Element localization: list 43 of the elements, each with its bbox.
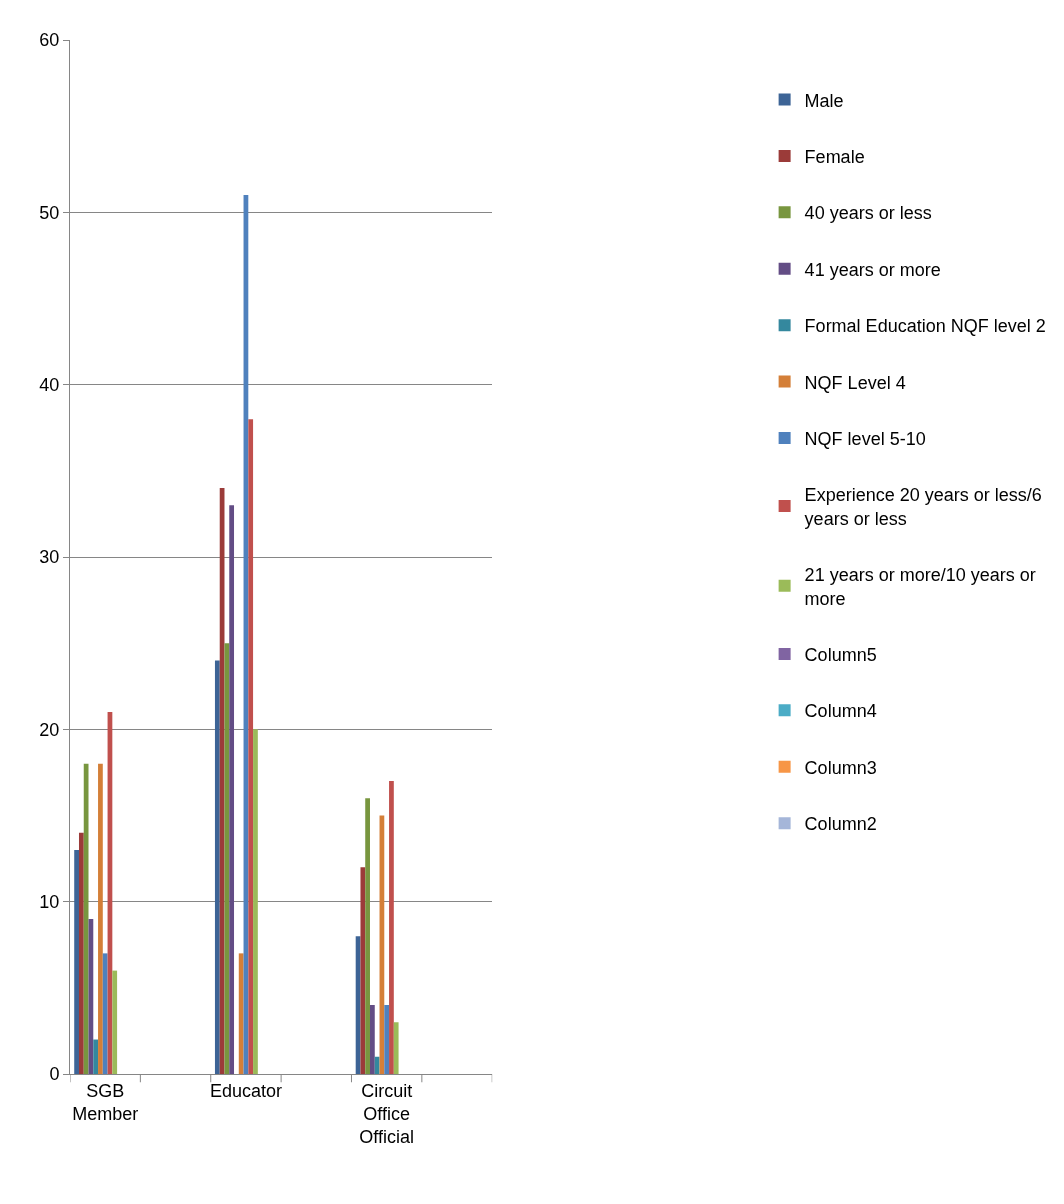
bar	[248, 419, 254, 1074]
legend-label: Male	[804, 90, 844, 111]
x-tick-label: Educator	[209, 1080, 282, 1101]
y-tick-label: 30	[39, 547, 60, 568]
bar	[93, 1039, 99, 1074]
legend-label: NQF level 5-10	[804, 428, 926, 449]
bar	[102, 953, 108, 1074]
legend-label: Female	[804, 146, 865, 167]
bar	[384, 1005, 390, 1074]
legend-label: 21 years or more/10 years or more	[804, 565, 1036, 609]
bar	[83, 763, 89, 1074]
legend-label: Experience 20 years or less/6 years or less	[804, 485, 1042, 529]
bar	[238, 953, 244, 1074]
legend-label: Column5	[804, 644, 877, 665]
bar	[393, 1022, 399, 1074]
legend-label: 41 years or more	[804, 259, 941, 280]
y-tick-label: 20	[39, 719, 60, 740]
y-tick-label: 60	[39, 30, 60, 51]
bar	[224, 643, 230, 1074]
x-tick-label: Circuit Office Official	[359, 1080, 414, 1148]
bar	[98, 763, 103, 1074]
y-tick-label: 50	[39, 202, 60, 223]
legend-label: Column4	[804, 701, 877, 722]
y-tick-label: 0	[49, 1064, 60, 1085]
legend-label: 40 years or less	[804, 203, 932, 224]
legend-label: NQF Level 4	[804, 372, 906, 393]
bar	[365, 798, 370, 1074]
legend-label: Column3	[804, 757, 877, 778]
y-tick-label: 40	[39, 374, 60, 395]
bar	[389, 781, 394, 1074]
bar	[214, 660, 220, 1074]
x-tick-label: SGB Member	[72, 1080, 139, 1124]
y-tick-label: 10	[39, 891, 60, 912]
bar	[229, 505, 235, 1074]
bar	[78, 832, 84, 1074]
bar	[360, 867, 366, 1074]
bar	[74, 849, 79, 1074]
legend-label: Formal Education NQF level 2	[804, 316, 1046, 337]
bar	[112, 970, 118, 1074]
legend-label: Column2	[804, 814, 877, 835]
bar	[374, 1056, 380, 1074]
bar	[253, 729, 258, 1074]
bar	[369, 1005, 375, 1074]
